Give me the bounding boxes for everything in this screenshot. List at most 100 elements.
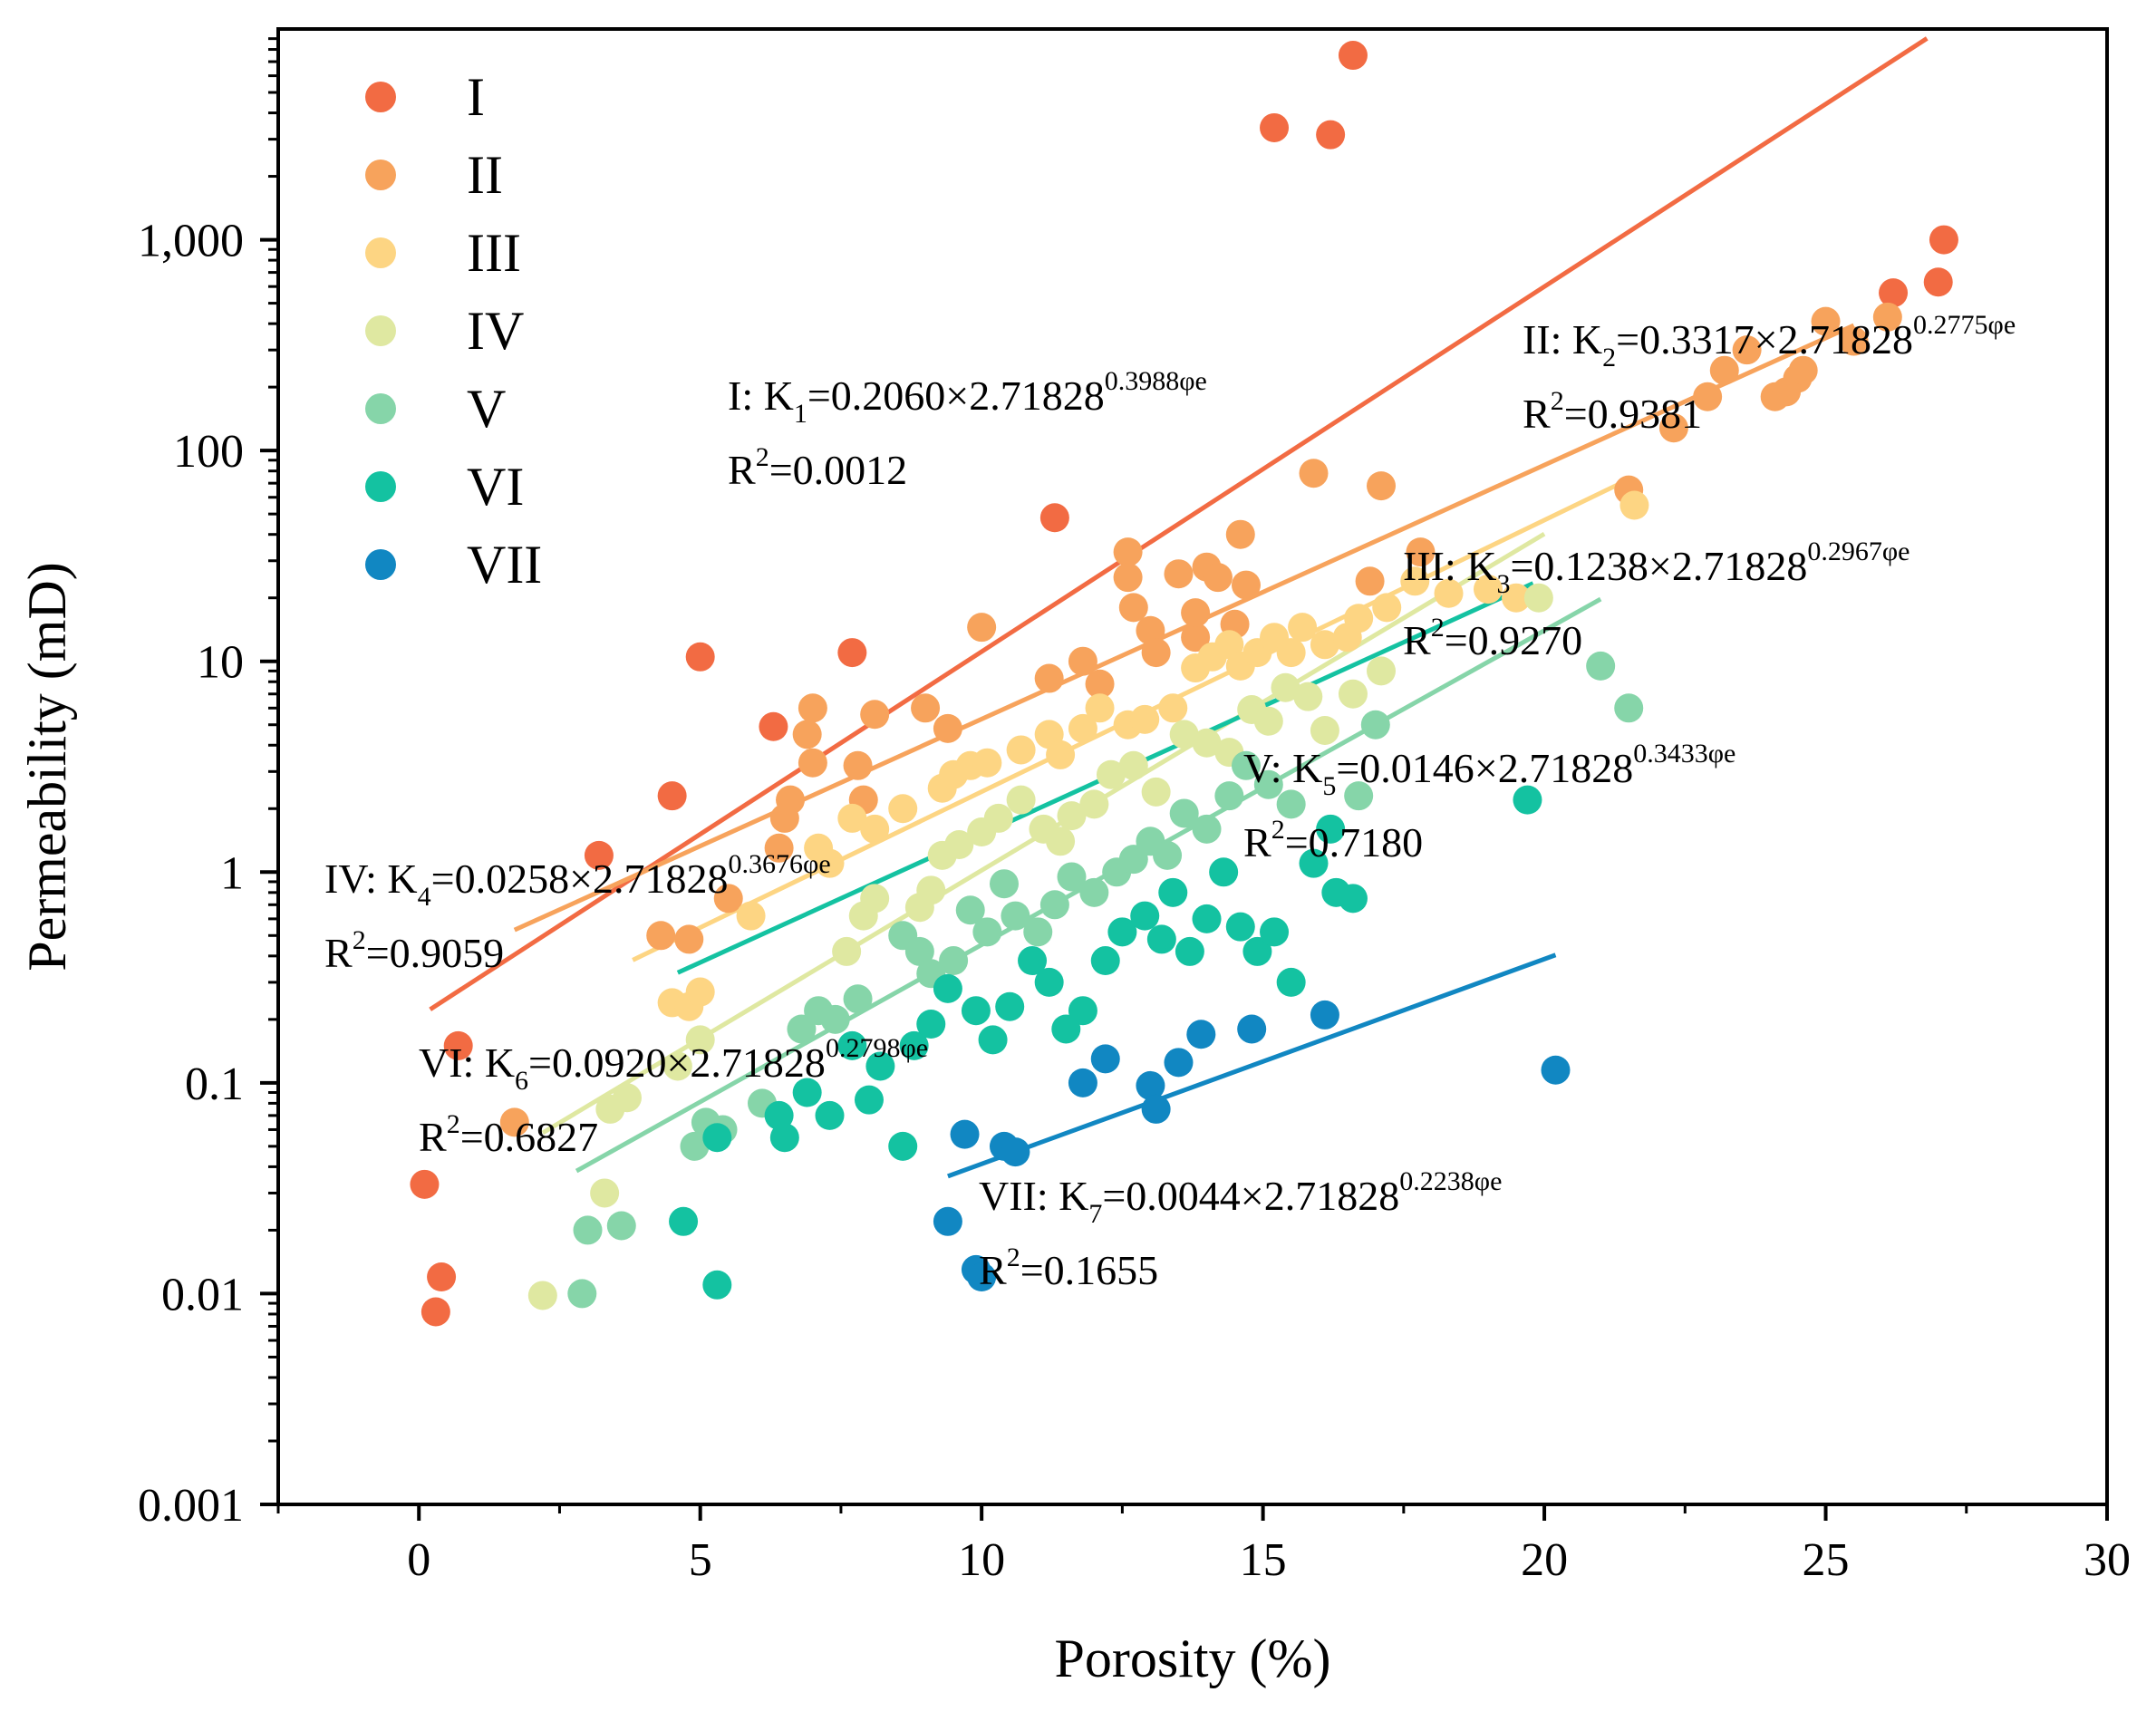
point-vi	[669, 1206, 699, 1236]
point-vi	[1260, 917, 1290, 947]
point-vi	[888, 1131, 918, 1161]
y-axis: 0.001 0.01 0.1 1 10 100 1,000	[138, 37, 278, 1532]
point-i	[410, 1169, 440, 1199]
point-ii	[1709, 355, 1739, 385]
point-iii	[1434, 578, 1464, 608]
point-vii	[950, 1119, 980, 1149]
point-iii	[1085, 693, 1115, 723]
point-iii	[1130, 704, 1160, 734]
equation-r2: R2=0.1655	[979, 1242, 1158, 1293]
point-ii	[1355, 566, 1385, 596]
point-v	[1001, 901, 1030, 931]
point-iii	[736, 901, 766, 931]
point-iv	[1057, 801, 1087, 831]
y-axis-title: Permeability (mD)	[17, 562, 77, 972]
point-i	[1879, 278, 1909, 308]
point-vi	[933, 973, 962, 1003]
point-i	[584, 840, 614, 870]
point-iv	[1293, 682, 1323, 711]
point-ii	[1225, 519, 1255, 549]
point-v	[972, 917, 1002, 947]
x-tick-label: 15	[1240, 1534, 1287, 1586]
point-i	[1039, 503, 1069, 533]
point-iii	[1310, 630, 1339, 660]
point-ii	[713, 884, 743, 914]
equation-annotations: I: K1=0.2060×2.718280.3988φe R2=0.0012 II:…	[324, 310, 2016, 1293]
point-vii	[1237, 1014, 1267, 1044]
point-iv	[527, 1281, 557, 1310]
legend-marker-i	[365, 82, 396, 112]
point-v	[843, 984, 873, 1014]
point-i	[443, 1030, 473, 1060]
point-iv	[1141, 777, 1171, 807]
point-v	[1614, 693, 1644, 723]
point-vi	[815, 1100, 845, 1130]
point-v	[1231, 750, 1261, 780]
point-i	[421, 1297, 450, 1327]
point-vii	[1136, 1070, 1165, 1100]
legend-marker-iv	[365, 315, 396, 346]
equation-r2: R2=0.6827	[419, 1109, 598, 1160]
point-iv	[832, 936, 862, 966]
point-ii	[798, 748, 827, 778]
legend-label-ii: II	[467, 145, 503, 205]
point-iv	[590, 1178, 620, 1208]
point-i	[837, 638, 867, 668]
point-v	[1192, 814, 1222, 844]
point-v	[1079, 877, 1109, 907]
point-iii	[815, 848, 845, 878]
point-vi	[1209, 857, 1239, 887]
equation-formula: IV: K4=0.0258×2.718280.3676φe	[324, 849, 831, 912]
y-tick-label: 0.001	[138, 1480, 244, 1532]
point-i	[1316, 120, 1346, 150]
x-tick-label: 10	[958, 1534, 1005, 1586]
point-ii	[674, 924, 704, 954]
point-v	[1023, 917, 1053, 947]
equation-i: I: K1=0.2060×2.718280.3988φe R2=0.0012	[728, 366, 1207, 493]
point-vi	[792, 1078, 822, 1107]
point-vii	[1186, 1020, 1216, 1049]
point-ii	[1034, 663, 1064, 693]
point-v	[939, 946, 969, 976]
point-ii	[1164, 559, 1194, 589]
point-vi	[702, 1123, 732, 1153]
point-vi	[1299, 848, 1329, 878]
legend-label-iv: IV	[467, 301, 524, 361]
point-vii	[967, 1262, 997, 1292]
point-iv	[860, 884, 890, 914]
point-ii	[499, 1107, 529, 1137]
point-iii	[1046, 740, 1076, 769]
point-iii	[1006, 735, 1036, 765]
point-ii	[1181, 598, 1211, 628]
point-iv	[1096, 759, 1126, 789]
point-vi	[1018, 946, 1048, 976]
point-vii	[1001, 1137, 1030, 1167]
point-iii	[888, 794, 918, 824]
legend-marker-iii	[365, 237, 396, 268]
point-v	[1253, 769, 1283, 799]
point-ii	[646, 921, 676, 951]
point-iv	[983, 803, 1013, 833]
point-ii	[764, 833, 794, 863]
point-ii	[1658, 413, 1688, 443]
equation-r2: R2=0.7180	[1243, 815, 1423, 865]
point-v	[1586, 651, 1616, 681]
point-iv	[1338, 679, 1368, 709]
point-v	[989, 869, 1019, 899]
point-i	[427, 1262, 457, 1292]
point-iv	[944, 829, 974, 859]
point-ii	[1113, 537, 1143, 567]
equation-vi: VI: K6=0.0920×2.718280.2798φe R2=0.6827	[419, 1033, 928, 1160]
point-vi	[1090, 946, 1120, 976]
point-vi	[1242, 936, 1272, 966]
point-vi	[764, 1100, 794, 1130]
point-i	[1338, 41, 1368, 71]
point-v	[1057, 862, 1087, 892]
equation-formula: I: K1=0.2060×2.718280.3988φe	[728, 366, 1207, 429]
point-vi	[1276, 967, 1306, 997]
point-ii	[792, 720, 822, 749]
point-vi	[1130, 901, 1160, 931]
point-vi	[1338, 884, 1368, 914]
